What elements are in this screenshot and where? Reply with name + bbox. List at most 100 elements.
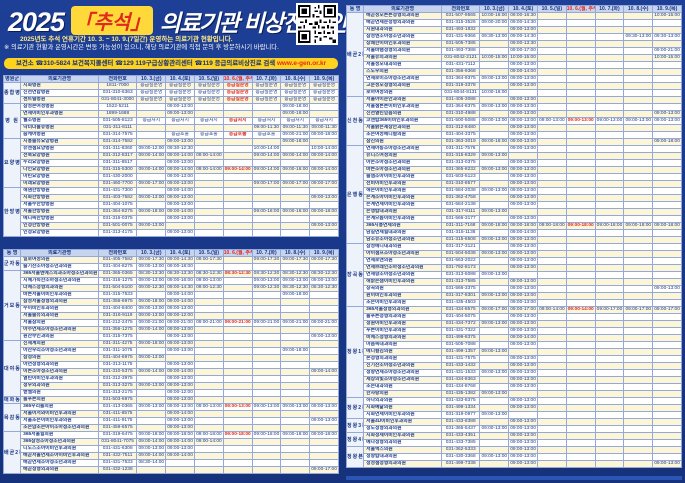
time-cell: 09:00-14:00	[508, 68, 538, 76]
time-cell: 09:00-11:30	[309, 124, 339, 132]
table-row: 요양병원시흥솔유요양병원031-314-758209:00-13:0009:00…	[2, 138, 339, 188]
phone-cell: 031-504-5100	[97, 284, 138, 292]
table-row: 서울어서와이비인후과의원 031-411-8575 09:00-14:00	[4, 410, 339, 418]
time-cell	[565, 327, 596, 335]
time-cell	[594, 159, 625, 167]
time-cell	[623, 75, 654, 83]
date-header: 10. 3.(금)	[136, 249, 167, 257]
phone-cell: 031-310-8577	[440, 180, 481, 188]
time-cell	[652, 348, 682, 356]
time-cell: 응급처치	[251, 117, 282, 125]
time-cell: 09:00-18:00	[280, 291, 311, 299]
time-cell	[565, 264, 596, 272]
phone-cell: 031-435-1382	[440, 390, 481, 398]
time-cell: 09:00-13:00	[309, 277, 339, 285]
time-cell: 09:00-12:00	[165, 312, 195, 320]
time-cell: 09:00-13:00	[508, 460, 538, 468]
time-cell	[565, 460, 596, 468]
time-cell	[222, 305, 253, 313]
table-row: 정왕2동하나외과의원031-433-8375 09:00-13:00	[345, 397, 682, 419]
org-name-cell: 신세계의원	[20, 340, 99, 348]
time-cell: 09:00-13:00	[508, 383, 538, 391]
time-cell: 09:00-12:30	[136, 284, 167, 292]
time-cell: 09:00-13:00	[309, 333, 339, 341]
time-cell	[594, 12, 625, 20]
phone-cell: 031-310-6363	[97, 89, 138, 97]
egen-url-link[interactable]: www.e-gen.or.kr	[276, 60, 327, 67]
org-name-cell: 아주연세소아청소년과의원	[20, 326, 99, 334]
phone-cell: 031-431-7112	[440, 61, 481, 69]
time-cell	[565, 362, 596, 370]
time-cell	[309, 459, 339, 467]
date-header: 10. 5.(일)	[536, 5, 567, 13]
time-cell	[652, 369, 682, 377]
time-cell: 09:00-11:30	[280, 124, 311, 132]
time-cell	[165, 466, 195, 474]
time-cell	[251, 187, 282, 195]
time-cell	[652, 278, 682, 286]
time-cell: 09:00-13:00	[136, 194, 167, 202]
time-cell	[565, 243, 596, 251]
org-name-cell: 전북요양병원	[20, 152, 99, 160]
table-row: 웰소병원 031-505-8123 응급처치 응급처치 응급처치 응급처치 응급처치 응급처치…	[4, 117, 339, 125]
time-cell: 09:00-14:00	[165, 438, 195, 446]
table-row: 정왕1동365서울정형외과의원031-434-857509:00-17:0009…	[345, 306, 682, 398]
time-cell	[280, 382, 311, 390]
table-row: 세상의빛소아청소년과의원 031-434-8363 09:00-13:00	[347, 376, 682, 384]
table-row: 마린요양병원 031-430-2000 09:00-13:00	[4, 173, 339, 181]
time-cell	[222, 333, 253, 341]
time-cell	[652, 208, 682, 216]
time-cell	[565, 124, 596, 132]
time-cell	[623, 397, 654, 405]
time-cell	[565, 96, 596, 104]
phone-cell: 031-566-3375	[440, 285, 481, 293]
time-cell	[136, 347, 167, 355]
time-cell	[536, 54, 567, 62]
time-cell: 09:00-17:00	[136, 180, 167, 188]
time-cell	[222, 466, 253, 474]
phone-cell: 031-431-7300	[97, 187, 138, 195]
time-cell	[222, 124, 253, 132]
time-cell: 09:00-13:00	[479, 425, 510, 433]
time-cell	[251, 347, 282, 355]
time-cell: 09:00-13:00	[508, 159, 538, 167]
time-cell: 09:00-13:00	[508, 355, 538, 363]
phone-cell: 031-404-5075	[440, 313, 481, 321]
time-cell: 09:00-21:00	[280, 131, 311, 139]
table-row: 바른서울이비인후과의원 031-315-7533 09:00-14:00 09:00-…	[4, 291, 339, 299]
time-cell	[222, 312, 253, 320]
time-cell	[479, 68, 510, 76]
time-cell	[623, 264, 654, 272]
table-row: 누리요양병원 031-311-8517 09:00-13:00	[4, 159, 339, 167]
time-cell	[623, 12, 654, 20]
phone-cell: 031-500-5088	[440, 117, 481, 125]
qr-code-icon	[296, 3, 338, 45]
org-name-cell: 연세로앤의원	[363, 257, 442, 265]
table-row: 서울바램정형외과의원 031-493-7388 09:00-17:00 09:00-2…	[347, 47, 682, 55]
time-cell: 09:00-13:00	[508, 110, 538, 118]
subtitle-line1: 2025년도 추석 연휴기간 10. 3. ~ 10. 9.(7일간) 운영하는…	[20, 36, 233, 43]
time-cell	[193, 291, 224, 299]
time-cell	[652, 292, 682, 300]
time-cell: 10:00-14:00	[309, 145, 339, 153]
time-cell	[652, 82, 682, 90]
time-cell	[309, 424, 339, 432]
time-cell	[536, 208, 567, 216]
phone-cell: 031-503-6975	[97, 396, 138, 404]
time-cell	[652, 166, 682, 174]
time-cell: 09:00-13:00	[508, 201, 538, 209]
time-cell	[193, 354, 224, 362]
time-cell	[222, 103, 253, 111]
time-cell	[623, 26, 654, 34]
time-cell: 09:00-18:00	[136, 208, 167, 216]
time-cell	[565, 320, 596, 328]
time-cell: 09:00-13:00	[136, 222, 167, 230]
time-cell	[309, 445, 339, 453]
time-cell	[508, 411, 538, 419]
time-cell	[594, 397, 625, 405]
phone-cell: 031-584-2138	[440, 201, 481, 209]
org-name-cell: 시화한방병원	[20, 194, 99, 202]
date-header: 10. 8.(수)	[623, 5, 654, 13]
phone-cell: 031-364-8375	[440, 103, 481, 111]
table-row: 거모동 365서울엔에스외과소아청소년과의원 031-365-0365 08:30-1…	[2, 270, 339, 341]
